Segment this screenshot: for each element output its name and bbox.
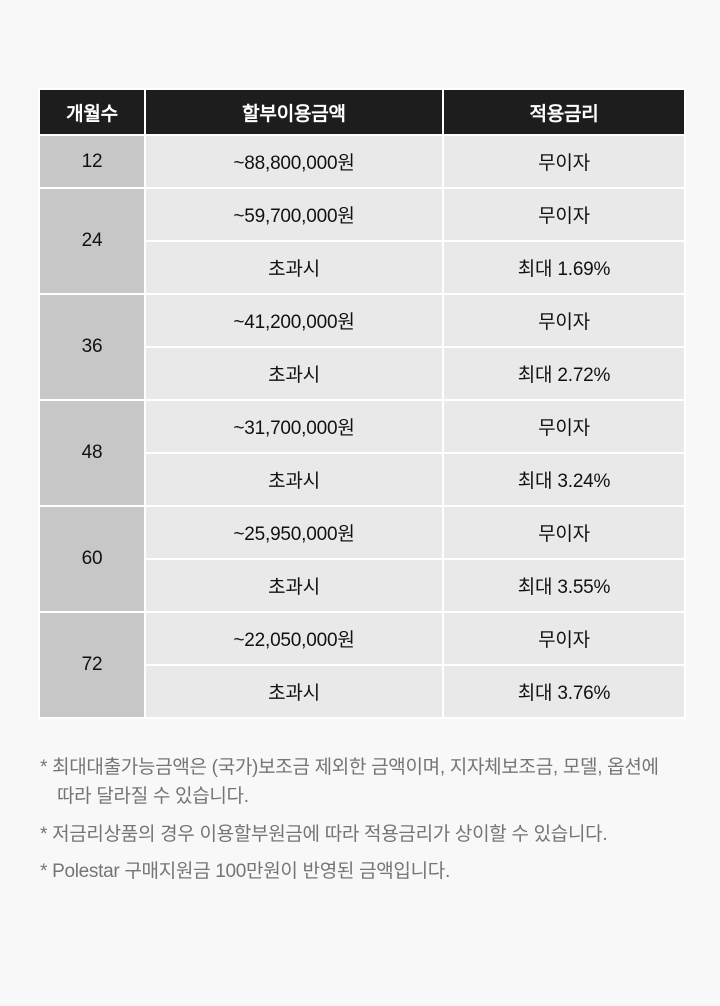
rate-cell: 최대 3.55% xyxy=(442,558,686,613)
amount-cell: 초과시 xyxy=(144,240,444,295)
table-row: 초과시 최대 2.72% xyxy=(39,346,686,401)
table-row: 초과시 최대 3.55% xyxy=(39,558,686,613)
rate-cell: 무이자 xyxy=(442,293,686,348)
rate-cell: 최대 3.76% xyxy=(442,664,686,719)
col-header-rate: 적용금리 xyxy=(442,88,686,136)
amount-cell: 초과시 xyxy=(144,664,444,719)
months-cell: 60 xyxy=(38,505,146,613)
table-row: 36 ~41,200,000원 무이자 xyxy=(38,293,686,401)
installment-rate-table: 개월수 할부이용금액 적용금리 12 ~88,800,000원 무이자 24 ~… xyxy=(38,88,686,719)
rate-cell: 무이자 xyxy=(442,399,686,454)
table-row: 48 ~31,700,000원 무이자 xyxy=(38,399,686,507)
rate-cell: 무이자 xyxy=(442,611,686,666)
amount-cell: ~88,800,000원 xyxy=(144,134,444,189)
amount-cell: ~25,950,000원 xyxy=(144,505,444,560)
rate-cell: 무이자 xyxy=(442,134,686,189)
rate-cell: 최대 2.72% xyxy=(442,346,686,401)
months-cell: 72 xyxy=(38,611,146,719)
amount-cell: 초과시 xyxy=(144,452,444,507)
amount-cell: ~41,200,000원 xyxy=(144,293,444,348)
table-row: 24 ~59,700,000원 무이자 xyxy=(38,187,686,295)
col-header-months: 개월수 xyxy=(38,88,146,136)
amount-cell: ~59,700,000원 xyxy=(144,187,444,242)
months-cell: 48 xyxy=(38,399,146,507)
amount-cell: ~22,050,000원 xyxy=(144,611,444,666)
table-row: 초과시 최대 3.24% xyxy=(39,452,686,507)
table-row: 60 ~25,950,000원 무이자 xyxy=(38,505,686,613)
table-header-row: 개월수 할부이용금액 적용금리 xyxy=(38,88,686,136)
rate-cell: 최대 3.24% xyxy=(442,452,686,507)
rate-cell: 무이자 xyxy=(442,187,686,242)
amount-cell: ~31,700,000원 xyxy=(144,399,444,454)
table-row: 초과시 최대 1.69% xyxy=(39,240,686,295)
amount-cell: 초과시 xyxy=(144,558,444,613)
installment-rate-section: 개월수 할부이용금액 적용금리 12 ~88,800,000원 무이자 24 ~… xyxy=(38,88,686,719)
footnotes: * 최대대출가능금액은 (국가)보조금 제외한 금액이며, 지자체보조금, 모델… xyxy=(40,753,667,887)
months-cell: 12 xyxy=(38,134,146,189)
footnote-low-rate: * 저금리상품의 경우 이용할부원금에 따라 적용금리가 상이할 수 있습니다. xyxy=(40,823,608,845)
amount-cell: 초과시 xyxy=(144,346,444,401)
table-row: 초과시 최대 3.76% xyxy=(39,664,686,719)
footnote-max-loan: * 최대대출가능금액은 (국가)보조금 제외한 금액이며, 지자체보조금, 모델… xyxy=(40,757,659,808)
table-row: 12 ~88,800,000원 무이자 xyxy=(38,134,686,189)
table-row: 72 ~22,050,000원 무이자 xyxy=(38,611,686,719)
rate-cell: 무이자 xyxy=(442,505,686,560)
col-header-amount: 할부이용금액 xyxy=(144,88,444,136)
rate-cell: 최대 1.69% xyxy=(442,240,686,295)
footnote-polestar-support: * Polestar 구매지원금 100만원이 반영된 금액입니다. xyxy=(40,861,450,883)
months-cell: 36 xyxy=(38,293,146,401)
months-cell: 24 xyxy=(38,187,146,295)
